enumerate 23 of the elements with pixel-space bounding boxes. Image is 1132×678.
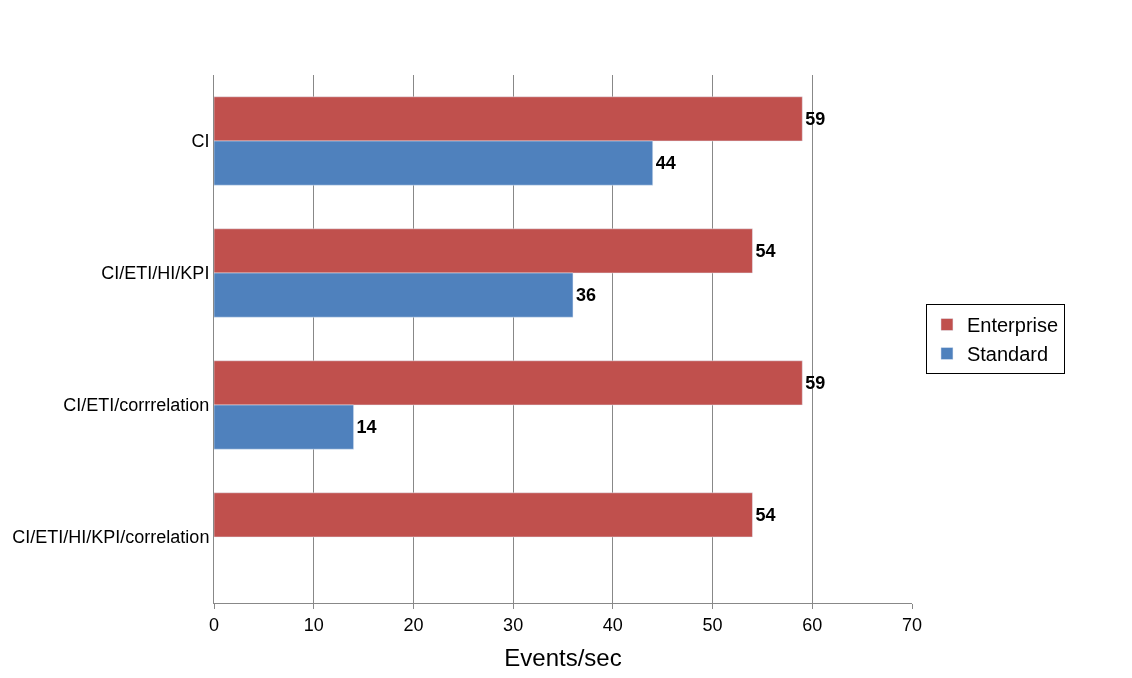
data-label: 36: [575, 285, 596, 306]
data-label: 59: [805, 372, 826, 393]
x-tick-label: 0: [208, 614, 220, 635]
data-label: 44: [655, 153, 676, 174]
x-tick-label: 50: [702, 614, 723, 635]
y-tick-label: CI: [191, 131, 210, 152]
data-label: 54: [755, 504, 776, 525]
legend-label: Standard: [966, 343, 1049, 366]
x-tick-label: 40: [602, 614, 623, 635]
y-tick-label: CI/ETI/HI/KPI/correlation: [12, 527, 210, 548]
y-tick-label: CI/ETI/HI/KPI: [101, 263, 210, 284]
x-tick-label: 60: [802, 614, 823, 635]
data-label: 14: [356, 417, 377, 438]
legend-label: Enterprise: [966, 314, 1059, 337]
bar: [214, 492, 753, 538]
x-tick-label: 70: [901, 614, 923, 635]
x-tick-label: 10: [303, 614, 324, 635]
x-axis-title: Events/sec: [504, 643, 622, 671]
data-label: 54: [755, 240, 776, 261]
y-tick-label: CI/ETI/corrrelation: [63, 395, 210, 416]
x-tick-label: 20: [403, 614, 424, 635]
x-tick-label: 30: [503, 614, 524, 635]
data-label: 59: [805, 108, 826, 129]
